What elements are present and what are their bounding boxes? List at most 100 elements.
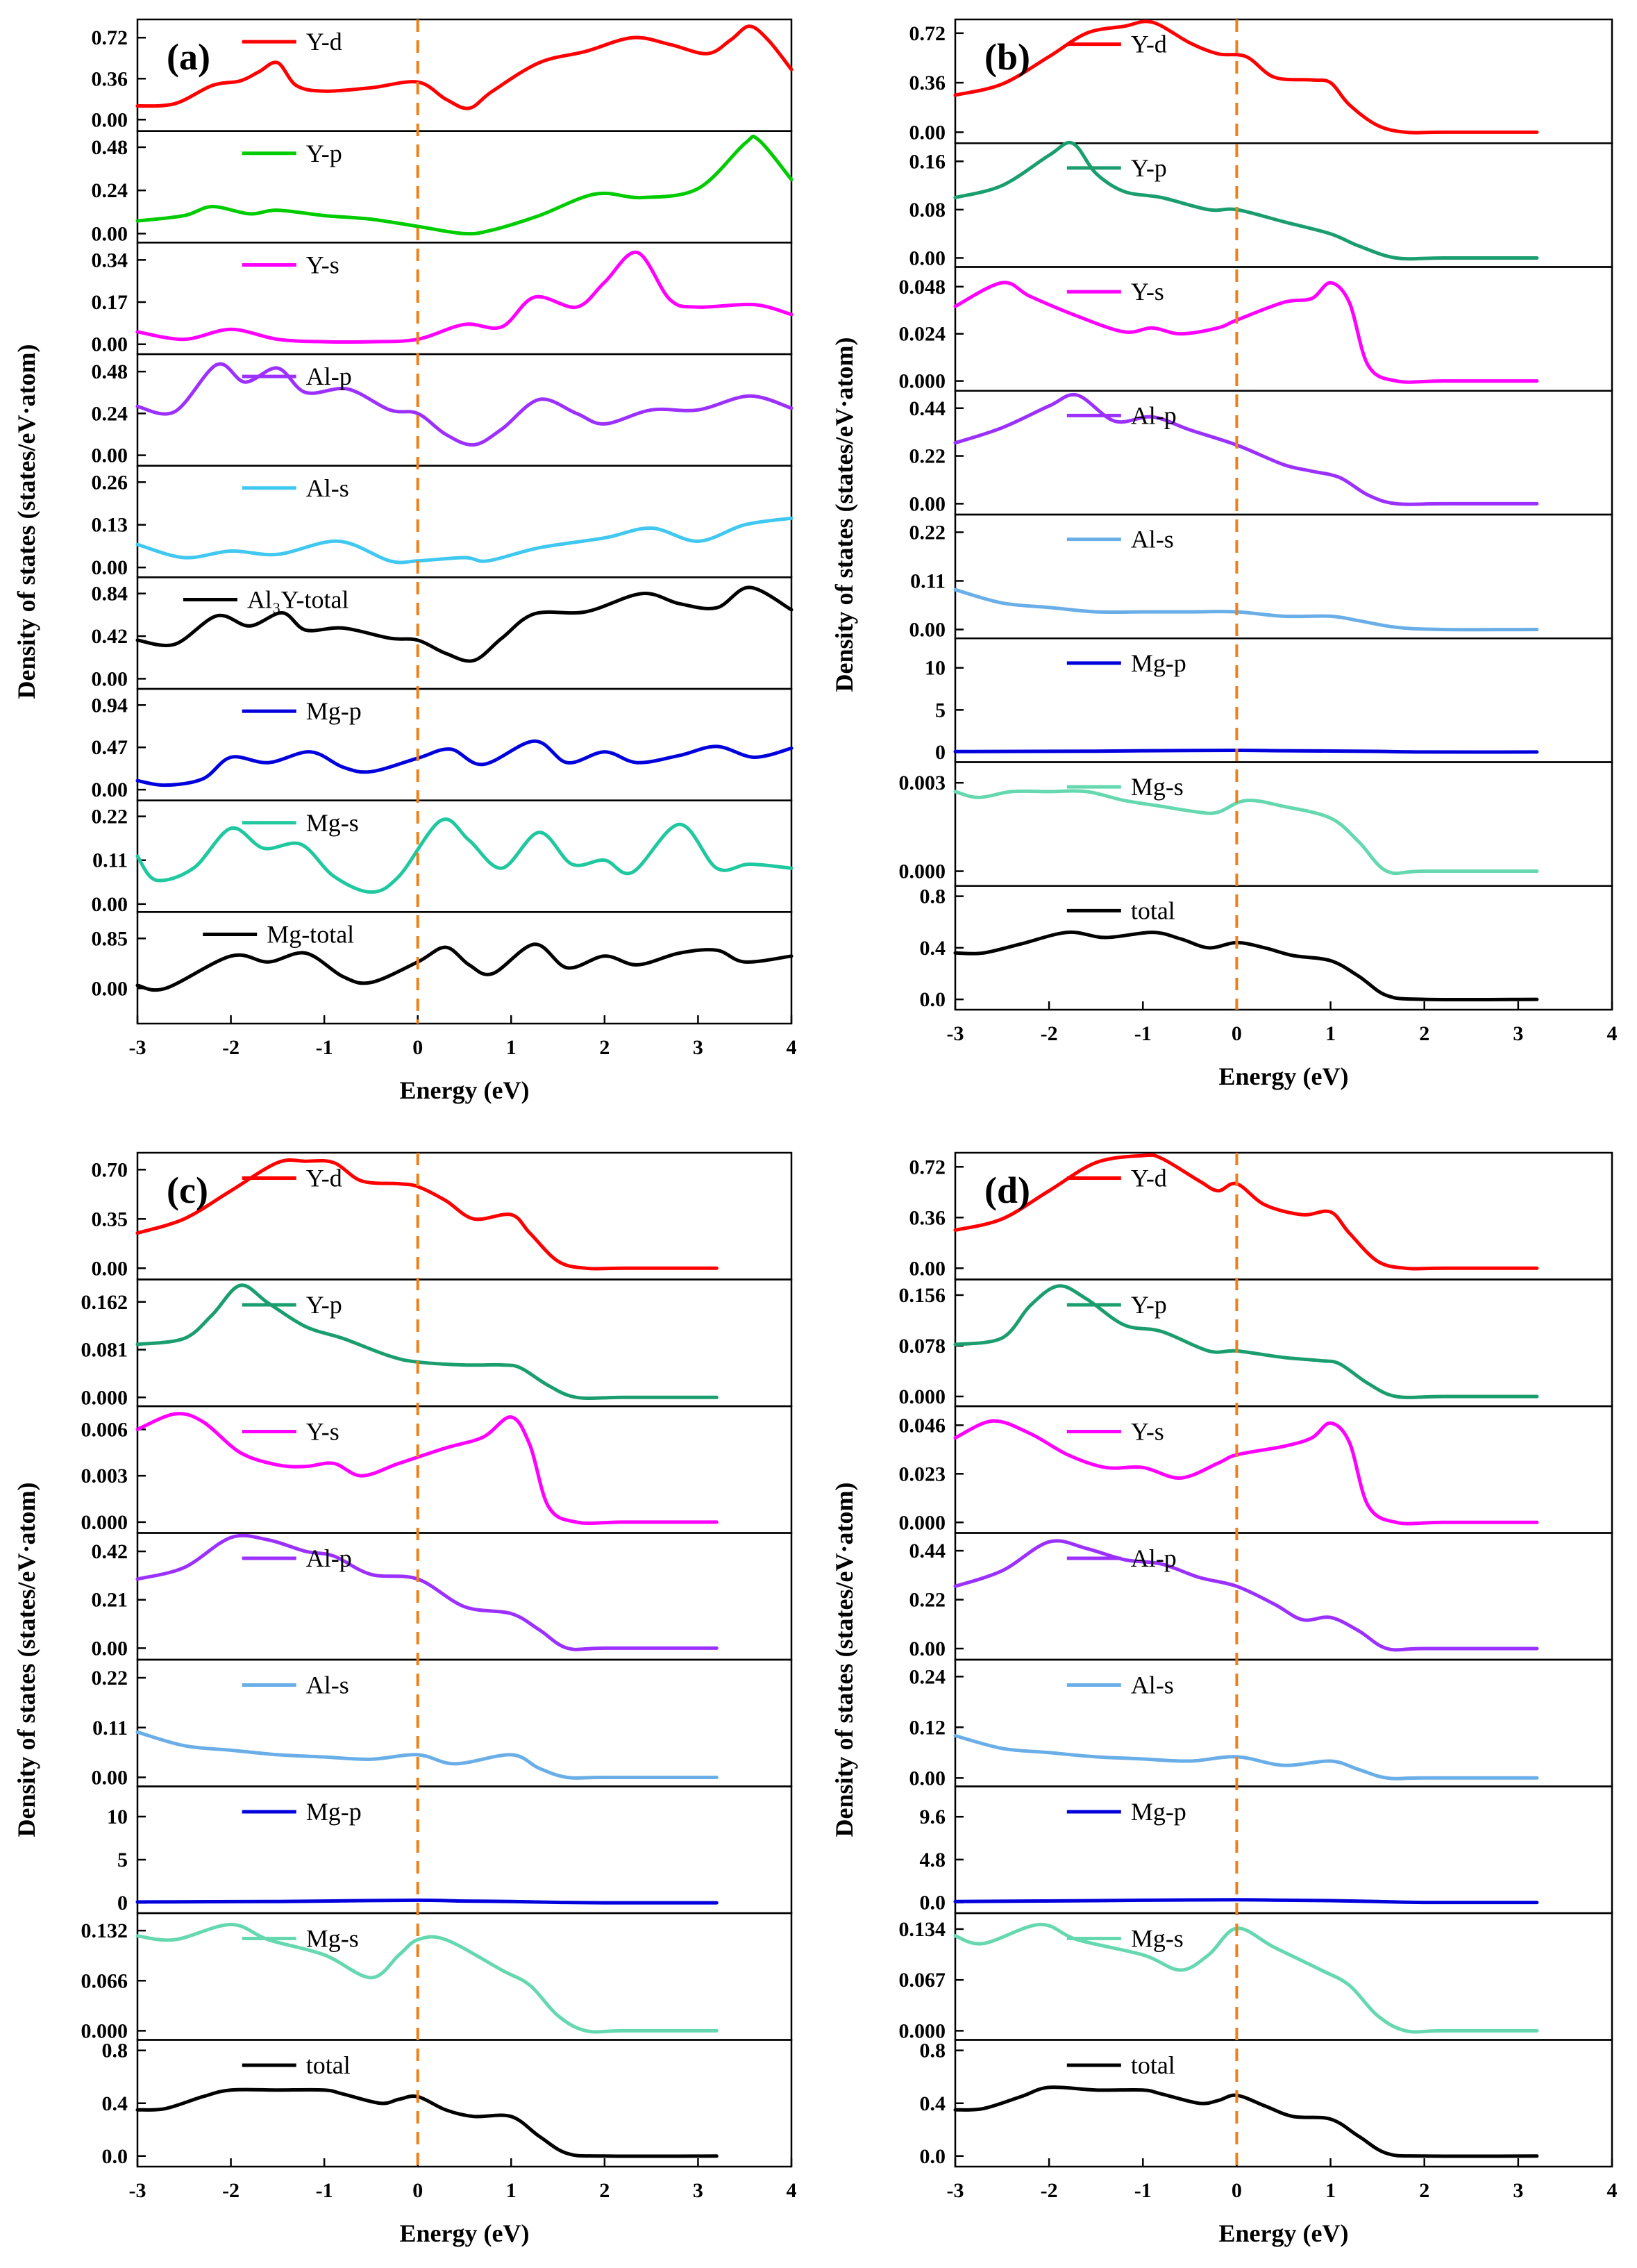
y-tick-label: 0.00: [909, 121, 946, 144]
y-tick-label: 0.72: [92, 26, 128, 49]
subplot-frame: [136, 465, 793, 578]
y-tick-label: 0.081: [81, 1339, 128, 1362]
series-line-Al-s: [135, 1730, 719, 1780]
y-tick-label: 0: [935, 741, 946, 764]
x-tick-label: -3: [129, 1036, 146, 1059]
subplot-frame: [954, 1912, 1613, 2041]
y-tick-label: 0.24: [92, 179, 128, 202]
y-tick-label: 0.36: [909, 1206, 946, 1229]
legend-label: Y-d: [306, 28, 342, 56]
y-tick-label: 0.24: [909, 1665, 946, 1688]
series-line-Y-s: [953, 1419, 1539, 1526]
legend-label: Al-s: [1131, 526, 1174, 553]
y-tick-label: 0.08: [909, 199, 946, 222]
legend-label: Mg-p: [306, 697, 362, 725]
x-tick-label: 3: [1513, 1022, 1523, 1045]
y-tick-label: 0.17: [92, 291, 128, 314]
y-tick-label: 0.00: [909, 619, 946, 642]
y-tick-label: 0.16: [909, 150, 946, 173]
y-tick-label: 0.22: [909, 445, 946, 468]
subplot-frame: [136, 799, 793, 913]
y-tick-label: 0.156: [899, 1284, 946, 1307]
y-tick-label: 5: [117, 1849, 128, 1871]
series-line-total: [953, 930, 1539, 1002]
y-tick-label: 0.8: [102, 2040, 128, 2062]
series-line-Y-d: [135, 1158, 719, 1271]
y-tick-label: 0.11: [92, 849, 128, 872]
panel-label: (d): [984, 1169, 1030, 1211]
y-axis-label: Density of states (states/eV·atom): [830, 1483, 858, 1837]
legend-label: Al-s: [306, 1671, 349, 1699]
y-tick-label: 10: [107, 1806, 128, 1828]
x-tick-label: -3: [129, 2179, 146, 2202]
legend-label: total: [306, 2051, 351, 2079]
subplot-a-Al-p: 0.00 0.24 0.48 Al-p: [92, 353, 794, 467]
y-tick-label: 4.8: [920, 1849, 946, 1871]
y-tick-label: 0.0: [920, 1892, 946, 1915]
y-tick-label: 0.0: [102, 2145, 128, 2168]
x-tick-label: 2: [599, 2179, 610, 2202]
x-tick-label: 0: [1232, 2179, 1242, 2202]
series-line-Al3Y-total: [135, 585, 794, 663]
series-line-Y-d: [135, 24, 794, 110]
y-tick-label: 0.000: [899, 2019, 946, 2042]
x-tick-label: 0: [412, 1036, 423, 1059]
legend-label: Mg-p: [306, 1798, 362, 1826]
subplot-a-Y-s: 0.00 0.17 0.34 Y-s: [92, 242, 794, 356]
y-tick-label: 0.34: [92, 249, 128, 272]
y-tick-label: 0.22: [909, 1589, 946, 1612]
y-tick-label: 0.44: [909, 397, 946, 420]
x-axis-label: Energy (eV): [1219, 1062, 1349, 1090]
y-tick-label: 0.11: [92, 1717, 128, 1740]
subplot-d-Al-p: 0.00 0.22 0.44 Al-p: [909, 1532, 1613, 1661]
x-tick-label: 1: [506, 1036, 517, 1059]
y-tick-label: 0.00: [92, 1766, 128, 1789]
y-axis-label: Density of states (states/eV·atom): [12, 1483, 40, 1837]
legend-label: Al-p: [1131, 401, 1177, 429]
y-tick-label: 0.48: [92, 136, 128, 159]
series-line-Y-p: [135, 1283, 719, 1401]
series-line-Al-p: [953, 1539, 1539, 1652]
subplot-frame: [954, 885, 1613, 1011]
x-tick-label: -1: [1134, 1022, 1152, 1045]
legend-label: Al-p: [306, 1544, 352, 1572]
series-line-Mg-p: [953, 1898, 1539, 1905]
subplot-c-total: 0.0 0.4 0.8 total: [102, 2039, 793, 2168]
subplot-b-Al-s: 0.00 0.11 0.22 Al-s: [909, 513, 1613, 642]
y-tick-label: 0.4: [102, 2092, 128, 2115]
legend-label: Al₃Y-total: [247, 585, 349, 613]
subplot-c-Y-p: 0.000 0.081 0.162 Y-p: [81, 1278, 793, 1409]
y-tick-label: 0.00: [92, 977, 128, 1000]
y-tick-label: 0: [117, 1892, 128, 1915]
series-line-Al-p: [953, 392, 1539, 506]
x-tick-label: 3: [693, 2179, 703, 2202]
y-tick-label: 0.162: [81, 1291, 128, 1314]
x-tick-label: 2: [1419, 1022, 1429, 1045]
subplot-frame: [954, 1532, 1613, 1661]
y-tick-label: 0.42: [92, 625, 128, 648]
subplot-b-Al-p: 0.00 0.22 0.44 Al-p: [909, 390, 1613, 515]
series-line-Mg-p: [953, 749, 1539, 754]
subplot-c-Mg-p: 0 5 10 Mg-p: [107, 1785, 793, 1915]
y-tick-label: 0.72: [909, 22, 946, 45]
x-tick-label: -1: [1134, 2179, 1152, 2202]
y-tick-label: 0.4: [920, 937, 946, 960]
x-tick-label: 2: [599, 1036, 610, 1059]
x-tick-label: 0: [412, 2179, 423, 2202]
y-tick-label: 0.47: [92, 736, 128, 759]
y-tick-label: 0.00: [92, 667, 128, 690]
x-tick-label: 4: [1607, 2179, 1618, 2202]
y-tick-label: 0.0: [920, 988, 946, 1011]
legend-label: Y-s: [1131, 1418, 1164, 1446]
series-line-Y-s: [135, 1412, 719, 1526]
y-tick-label: 0.00: [92, 108, 128, 131]
y-tick-label: 0.84: [92, 583, 128, 606]
y-tick-label: 0.12: [909, 1716, 946, 1739]
y-tick-label: 0.00: [909, 492, 946, 515]
legend-label: Mg-s: [306, 1925, 359, 1953]
legend-label: total: [1131, 897, 1175, 924]
y-tick-label: 0.24: [92, 402, 128, 425]
x-tick-label: -1: [316, 2179, 333, 2202]
subplot-frame: [136, 1405, 793, 1534]
